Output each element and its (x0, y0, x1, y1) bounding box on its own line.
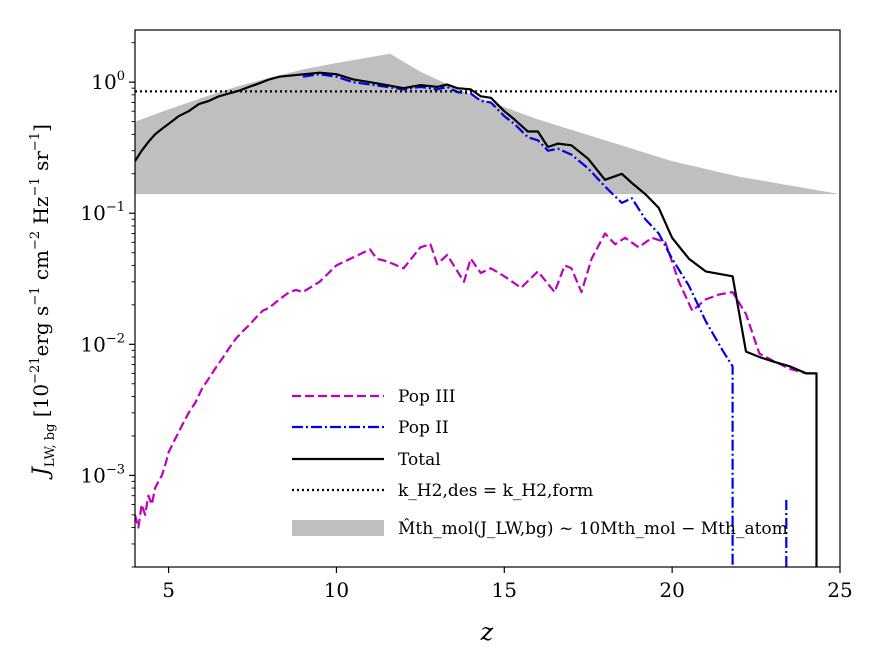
x-axis-label: z (480, 618, 494, 646)
legend-entry-pop2: Pop II (292, 418, 449, 438)
legend: Pop III Pop II Total k_H2,des = k_H2,for… (292, 387, 788, 539)
legend-entry-threshold: k_H2,des = k_H2,form (292, 481, 593, 501)
y-tick-label: 10−1 (80, 200, 125, 225)
legend-label-band: M̂th_mol(J_LW,bg) ~ 10Mth_mol − Mth_atom (398, 519, 788, 539)
legend-swatch-band (292, 520, 384, 536)
y-axis: 10−3 10−2 10−1 100 (80, 42, 135, 568)
y-tick-label: 10−3 (80, 462, 125, 487)
series-line-0 (135, 232, 817, 529)
ylabel-unit2: cm (29, 250, 53, 287)
legend-entry-pop3: Pop III (292, 387, 455, 407)
legend-entry-total: Total (292, 450, 441, 470)
x-axis: 5 10 15 20 25 (162, 567, 853, 602)
legend-entry-band: M̂th_mol(J_LW,bg) ~ 10Mth_mol − Mth_atom (292, 519, 788, 539)
x-tick-label: 10 (324, 578, 349, 602)
ylabel-subscript: LW, bg (43, 424, 58, 468)
band-region (135, 53, 840, 195)
legend-label-pop2: Pop II (398, 418, 449, 438)
y-axis-label: JLW, bg [10−21erg s−1 cm−2 Hz−1 sr−1] (28, 124, 58, 480)
series-line-1 (302, 73, 734, 567)
ylabel-exp2: −1 (28, 287, 43, 306)
ylabel-exp4: −1 (28, 177, 43, 196)
band-layer (135, 53, 840, 195)
legend-label-total: Total (398, 450, 441, 470)
svg-text:JLW, bg [10−21erg s−1 cm−2 Hz−: JLW, bg [10−21erg s−1 cm−2 Hz−1 sr−1] (28, 124, 58, 480)
legend-label-pop3: Pop III (398, 387, 455, 407)
ylabel-close: ] (29, 124, 53, 132)
ylabel-unit3: Hz (29, 196, 53, 230)
ylabel-exp3: −2 (28, 231, 43, 250)
ylabel-exp1: −21 (28, 357, 43, 384)
y-tick-label: 10−2 (80, 331, 125, 356)
plot-frame (134, 29, 841, 568)
x-tick-label: 20 (659, 578, 684, 602)
ylabel-unit4: sr (29, 151, 53, 178)
ylabel-unit1: erg s (29, 306, 53, 357)
x-tick-label: 25 (827, 578, 852, 602)
ylabel-symbol: J (29, 466, 54, 480)
series-line-3 (135, 71, 818, 567)
ylabel-exp5: −1 (28, 132, 43, 151)
x-tick-label: 15 (492, 578, 517, 602)
ylabel-open: [10 (29, 384, 53, 424)
series-layer (135, 71, 840, 567)
legend-label-threshold: k_H2,des = k_H2,form (398, 481, 593, 501)
x-tick-label: 5 (162, 578, 175, 602)
y-tick-label: 100 (91, 69, 125, 94)
